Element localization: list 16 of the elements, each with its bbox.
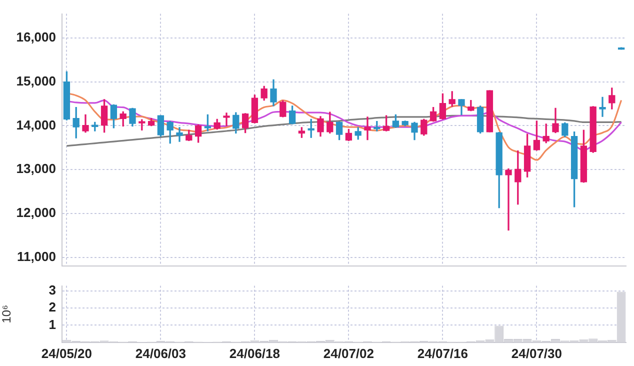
y-tick-label: 16,000 bbox=[16, 30, 56, 45]
y-tick-label: 1 bbox=[48, 316, 56, 332]
x-tick-label: 24/07/30 bbox=[511, 346, 562, 361]
x-tick-label: 24/07/02 bbox=[323, 346, 374, 361]
y-tick-label: 15,000 bbox=[16, 73, 56, 88]
y-tick-label: 13,000 bbox=[16, 161, 56, 176]
y-tick-label: 12,000 bbox=[16, 205, 56, 220]
x-tick-label: 24/07/16 bbox=[417, 346, 468, 361]
y-tick-label: 14,000 bbox=[16, 117, 56, 132]
y-tick-label: 3 bbox=[48, 282, 56, 298]
y-tick-label: 11,000 bbox=[16, 249, 56, 264]
x-tick-label: 24/06/18 bbox=[229, 346, 280, 361]
x-tick-label: 24/06/03 bbox=[135, 346, 186, 361]
x-tick-label: 24/05/20 bbox=[41, 346, 92, 361]
y-tick-label: 2 bbox=[48, 300, 56, 315]
y-axis-title: 10⁶ bbox=[0, 304, 14, 324]
